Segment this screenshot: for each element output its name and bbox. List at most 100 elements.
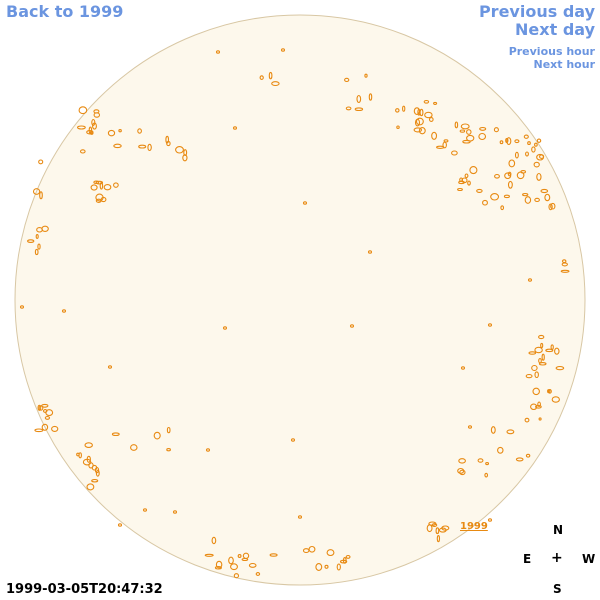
active-region-contour	[76, 125, 86, 130]
active-region-contour	[524, 417, 530, 423]
active-region-contour	[545, 348, 554, 353]
active-region-contour	[228, 556, 234, 565]
active-region-contour	[514, 151, 519, 159]
compass-west-label: W	[582, 552, 596, 566]
active-region-contour	[506, 429, 515, 435]
active-region-contour	[324, 564, 329, 569]
year-link[interactable]: 1999	[460, 521, 488, 532]
active-region-contour	[356, 94, 362, 104]
previous-day-link[interactable]: Previous day	[478, 2, 595, 21]
active-region-contour	[90, 184, 98, 191]
active-region-contour	[345, 106, 352, 111]
active-region-contour	[302, 201, 308, 205]
active-region-contour	[95, 469, 100, 477]
active-region-contour	[86, 483, 95, 491]
active-region-contour	[431, 131, 438, 140]
active-region-contour	[344, 77, 350, 83]
active-region-contour	[32, 188, 41, 195]
active-region-contour	[538, 334, 545, 340]
active-region-contour	[113, 143, 122, 149]
active-region-contour	[413, 107, 421, 115]
next-hour-link[interactable]: Next hour	[533, 58, 596, 71]
active-region-contour	[34, 428, 44, 433]
active-region-contour	[172, 510, 178, 514]
active-region-contour	[490, 193, 500, 201]
active-region-contour	[175, 146, 184, 154]
active-region-contour	[166, 140, 171, 147]
active-region-contour	[205, 448, 211, 452]
active-region-contour	[534, 346, 543, 354]
active-region-contour	[255, 572, 261, 576]
active-region-contour	[539, 154, 545, 159]
active-region-contour	[493, 127, 499, 133]
active-region-contour	[99, 181, 104, 190]
active-region-contour	[413, 127, 423, 133]
active-region-contour	[259, 75, 264, 80]
active-region-contour	[230, 563, 238, 571]
active-region-contour	[41, 403, 49, 408]
active-region-contour	[222, 326, 228, 330]
active-region-contour	[280, 48, 286, 52]
active-region-contour	[534, 142, 538, 147]
active-region-contour	[95, 180, 104, 185]
active-region-contour	[560, 269, 570, 273]
back-to-year-link[interactable]: Back to 1999	[6, 2, 124, 21]
active-region-contour	[214, 566, 222, 570]
active-region-contour	[484, 472, 489, 478]
active-region-contour	[499, 140, 504, 145]
active-region-contour	[525, 453, 531, 458]
active-region-contour	[431, 523, 438, 528]
active-region-contour	[460, 366, 466, 370]
active-region-contour	[524, 196, 532, 204]
active-region-contour	[460, 123, 470, 130]
active-region-contour	[315, 563, 323, 571]
next-day-link[interactable]: Next day	[515, 20, 595, 39]
active-region-contour	[354, 107, 364, 112]
active-region-contour	[462, 139, 471, 144]
active-region-contour	[479, 126, 487, 131]
active-region-contour	[268, 71, 273, 80]
active-region-contour	[534, 371, 539, 379]
active-region-contour	[345, 554, 351, 559]
active-region-contour	[441, 525, 450, 531]
active-region-contour	[339, 559, 348, 564]
compass-south-label: S	[553, 582, 562, 596]
active-region-contour	[183, 149, 188, 157]
active-region-contour	[457, 467, 465, 474]
active-region-contour	[538, 362, 547, 366]
active-region-contour	[554, 347, 560, 355]
active-region-contour	[107, 129, 116, 137]
active-region-contour	[482, 199, 488, 206]
active-region-contour	[467, 180, 471, 186]
active-region-contour	[79, 149, 86, 154]
active-region-contour	[503, 194, 510, 199]
active-region-contour	[497, 446, 504, 454]
active-region-contour	[419, 108, 424, 117]
active-region-contour	[532, 387, 540, 396]
previous-hour-link[interactable]: Previous hour	[508, 45, 595, 58]
active-region-contour	[38, 159, 44, 165]
active-region-contour	[507, 180, 513, 189]
active-region-contour	[525, 373, 533, 379]
active-region-contour	[426, 524, 433, 533]
active-region-contour	[215, 560, 223, 569]
active-region-contour	[418, 127, 426, 135]
active-region-contour	[19, 305, 25, 309]
active-region-contour	[515, 457, 524, 462]
active-region-contour	[76, 452, 80, 457]
active-region-contour	[508, 159, 516, 168]
active-region-contour	[93, 112, 101, 118]
active-region-contour	[91, 119, 96, 126]
active-region-contour	[436, 145, 445, 149]
active-region-contour	[531, 364, 538, 372]
active-region-contour	[51, 425, 59, 432]
active-region-contour	[368, 93, 373, 101]
active-region-contour	[349, 324, 355, 328]
active-region-contour	[182, 154, 188, 162]
active-region-contour	[459, 469, 466, 476]
active-region-contour	[297, 515, 303, 519]
active-region-contour	[166, 426, 171, 434]
active-region-contour	[451, 150, 458, 156]
active-region-contour	[520, 170, 527, 174]
